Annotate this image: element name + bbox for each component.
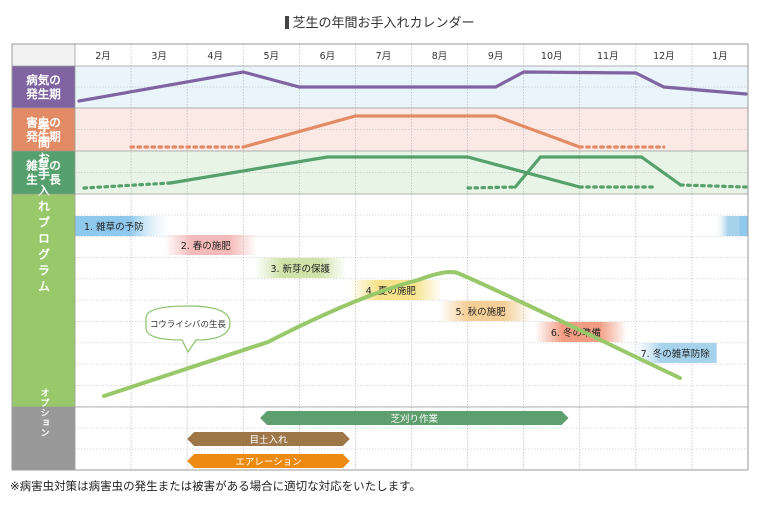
- task-label: 2. 春の施肥: [181, 240, 232, 252]
- growth-callout-bubble: [145, 305, 231, 354]
- month-label: 10月: [541, 51, 563, 62]
- task-label: 7. 冬の雑草防除: [641, 348, 711, 360]
- weed-period-dotted-start: [82, 181, 172, 190]
- month-label: 3月: [151, 51, 167, 62]
- disease-section-label: 発生期: [25, 87, 61, 101]
- task-block: [75, 216, 175, 236]
- task-block-jan-solid: [739, 216, 748, 236]
- month-label: 4月: [207, 51, 223, 62]
- task-block: [164, 235, 257, 255]
- disease-section-label-bg: [12, 66, 75, 108]
- calendar-frame: [11, 43, 749, 471]
- program-section-label-bg: [12, 194, 75, 407]
- option-label: 芝刈り作業: [391, 413, 439, 425]
- task-label: 5. 秋の施肥: [456, 306, 507, 318]
- weed-section-label: 雑草の: [25, 159, 61, 173]
- option-arrow: [260, 411, 569, 425]
- program-section-label: 年間お手入れプログラム: [37, 119, 51, 296]
- grass-growth-curve: [102, 270, 682, 398]
- month-label: 2月: [95, 51, 111, 62]
- option-arrow: [187, 454, 350, 468]
- month-label: 11月: [597, 51, 619, 62]
- task-block: [439, 301, 532, 321]
- month-label: 8月: [432, 51, 448, 62]
- task-block: [624, 343, 717, 363]
- month-label: 7月: [376, 51, 392, 62]
- weed-section-label-bg: [12, 151, 75, 194]
- month-label: 12月: [653, 51, 675, 62]
- growth-callout-label: コウライシバの生長: [150, 319, 226, 330]
- option-section-label-bg: [12, 407, 75, 470]
- title-marker: [285, 16, 290, 29]
- month-label: 1月: [712, 51, 728, 62]
- month-label: 9月: [488, 51, 504, 62]
- pest-section-label: 発生期: [25, 130, 61, 144]
- pest-section-label: 害虫の: [26, 116, 61, 130]
- weed-period-dotted-end: [679, 183, 748, 189]
- chart-title: 芝生の年間お手入れカレンダー: [0, 12, 760, 31]
- month-label: 6月: [320, 51, 336, 62]
- option-label: 目土入れ: [249, 434, 288, 446]
- task-block: [254, 258, 347, 278]
- option-label: エアレーション: [235, 457, 301, 468]
- task-label: 1. 雑草の予防: [84, 221, 144, 233]
- task-label: 3. 新芽の保護: [270, 263, 330, 275]
- pest-period-line: [241, 114, 582, 149]
- option-section-label: オプション: [39, 388, 50, 438]
- footnote: ※病害虫対策は病害虫の発生または被害がある場合に適切な対応をいたします。: [10, 479, 421, 493]
- month-label: 5月: [264, 51, 280, 62]
- weed-period-line: [168, 155, 582, 189]
- header-corner: [12, 44, 75, 66]
- title-text: 芝生の年間お手入れカレンダー: [292, 16, 475, 31]
- disease-section-label: 病気の: [26, 73, 61, 87]
- disease-period-line: [77, 70, 748, 103]
- option-arrow: [187, 432, 350, 446]
- pest-section-label-bg: [12, 108, 75, 151]
- weed-period-dotted-autumn: [466, 185, 517, 190]
- weed-period-line-autumn: [513, 155, 683, 189]
- weed-section-label: 生 長: [26, 173, 61, 187]
